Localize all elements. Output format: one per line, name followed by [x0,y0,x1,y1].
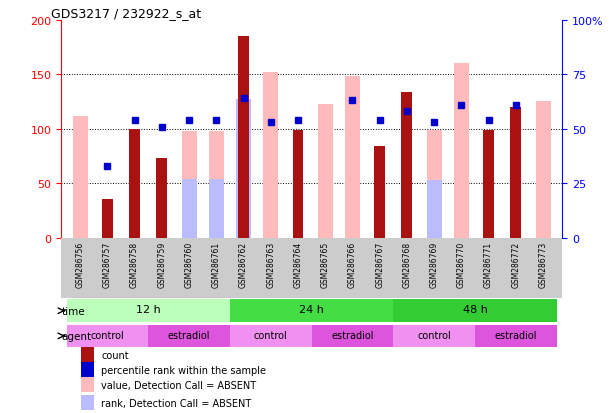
Bar [230,325,312,347]
Text: GDS3217 / 232922_s_at: GDS3217 / 232922_s_at [51,7,201,19]
Text: estradiol: estradiol [168,330,210,340]
Bar [181,180,197,238]
Bar [73,116,87,238]
Text: GSM286764: GSM286764 [293,241,302,287]
Bar [426,131,442,238]
Text: GSM286766: GSM286766 [348,241,357,287]
Bar [81,347,93,362]
Bar [312,325,393,347]
Bar [230,300,393,322]
Text: GSM286770: GSM286770 [457,241,466,287]
Bar [345,77,360,238]
Text: control: control [417,330,451,340]
Bar [81,395,93,411]
Text: GSM286758: GSM286758 [130,241,139,287]
Bar [102,199,113,238]
Bar [483,131,494,238]
Bar [67,300,230,322]
Text: GSM286767: GSM286767 [375,241,384,287]
Text: estradiol: estradiol [494,330,537,340]
Text: GSM286765: GSM286765 [321,241,330,287]
Bar [318,104,333,238]
Text: control: control [90,330,124,340]
Bar [209,180,224,238]
Text: GSM286769: GSM286769 [430,241,439,287]
Text: GSM286763: GSM286763 [266,241,276,287]
Bar [510,108,521,238]
Bar [81,362,93,377]
Text: percentile rank within the sample: percentile rank within the sample [101,365,266,375]
Bar [475,325,557,347]
Text: GSM286761: GSM286761 [212,241,221,287]
Bar [236,100,251,238]
Text: GSM286771: GSM286771 [484,241,493,287]
Bar [156,159,167,238]
Bar [401,93,412,238]
Bar [148,325,230,347]
Text: GSM286762: GSM286762 [239,241,248,287]
Bar [181,132,197,238]
Text: GSM286772: GSM286772 [511,241,521,287]
Bar [454,64,469,238]
Text: 12 h: 12 h [136,305,161,315]
Text: GSM286768: GSM286768 [403,241,411,287]
Text: GSM286759: GSM286759 [158,241,166,287]
Text: estradiol: estradiol [331,330,374,340]
Text: count: count [101,350,129,360]
Text: time: time [62,306,86,316]
Bar [426,180,442,238]
Bar [263,73,278,238]
Text: GSM286773: GSM286773 [538,241,547,287]
Text: rank, Detection Call = ABSENT: rank, Detection Call = ABSENT [101,398,252,408]
Bar [67,325,148,347]
Text: GSM286757: GSM286757 [103,241,112,287]
Text: agent: agent [62,331,92,341]
Text: 24 h: 24 h [299,305,324,315]
Bar [293,131,304,238]
Text: GSM286756: GSM286756 [76,241,85,287]
Bar [393,300,557,322]
Bar [374,147,385,238]
Bar [81,377,93,392]
Bar [209,132,224,238]
Bar [393,325,475,347]
Text: control: control [254,330,288,340]
Bar [129,129,140,238]
Bar [536,102,551,238]
Text: value, Detection Call = ABSENT: value, Detection Call = ABSENT [101,380,256,390]
Text: GSM286760: GSM286760 [185,241,194,287]
Bar [238,37,249,238]
Text: 48 h: 48 h [463,305,488,315]
